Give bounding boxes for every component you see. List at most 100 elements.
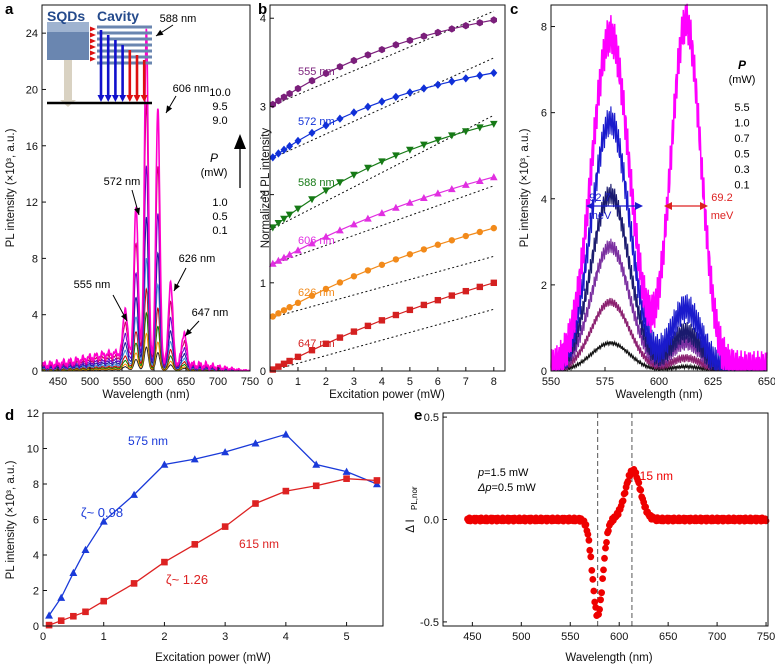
d-xtick-label-5: 5	[344, 631, 350, 643]
marker-572-nm-7	[336, 114, 344, 123]
transfer-arrow-1	[90, 32, 96, 38]
marker-572-nm-14	[434, 80, 442, 89]
marker-d-615-nm-0	[45, 621, 53, 629]
series-label-b-555-nm: 555 nm	[298, 66, 335, 78]
marker-606-nm-2	[280, 253, 288, 261]
panel-a-plot	[41, 28, 251, 372]
d-ytick-label-12: 12	[27, 408, 39, 420]
marker-d-575-nm-2	[69, 568, 78, 576]
emission-arrowhead-3	[119, 95, 127, 102]
data-point-e-136	[597, 596, 604, 604]
marker-626-nm-2	[280, 307, 288, 314]
data-point-e-140	[601, 554, 608, 562]
panel-d-ylabel: PL intensity (×10³, a.u.)	[5, 460, 17, 579]
spectrum-c-5.5	[550, 3, 768, 371]
marker-588-nm-15	[448, 132, 456, 140]
marker-626-nm-16	[462, 232, 470, 240]
marker-606-nm-7	[336, 226, 344, 234]
cavity-levels	[97, 25, 152, 65]
data-point-e-139	[600, 566, 607, 574]
panel-a-xlabel: Wavelength (nm)	[102, 389, 189, 401]
marker-555-nm-17	[476, 19, 483, 27]
data-point-e-121	[582, 521, 590, 529]
peak-label-a-647: 647 nm	[192, 307, 229, 319]
marker-647-nm-14	[434, 296, 442, 304]
data-point-e-135	[596, 606, 603, 613]
marker-626-nm-17	[476, 228, 484, 236]
marker-647-nm-17	[476, 283, 484, 291]
marker-588-nm-16	[462, 128, 470, 136]
marker-d-615-nm-12	[343, 475, 350, 482]
emission-arrowhead-6	[140, 95, 148, 102]
marker-606-nm-17	[476, 176, 484, 184]
data-point-e-141	[602, 544, 609, 552]
data-point-e-126	[587, 553, 595, 561]
marker-d-575-nm-8	[221, 448, 230, 456]
panel-b-ylabel: Normalized PL intensity	[260, 128, 272, 249]
panel-c-ylabel: PL intensity (×10³, a.u.)	[519, 128, 531, 247]
marker-572-nm-2	[280, 145, 288, 154]
marker-d-575-nm-3	[81, 545, 90, 553]
fit-line-606-nm	[269, 185, 494, 266]
spectrum-a-0	[41, 28, 251, 372]
legend-c-value-0: 5.5	[734, 102, 749, 114]
marker-606-nm-9	[364, 214, 372, 222]
legend-a-low-3: 0.1	[212, 225, 227, 237]
panel-e-ylabel: Δ I PL,nor	[405, 486, 419, 533]
fwhm-arrowhead-right-1	[664, 202, 672, 210]
b-xtick-label-8: 8	[491, 376, 497, 388]
data-point-e-124	[585, 536, 593, 544]
marker-d-575-nm-4	[99, 517, 108, 525]
marker-572-nm-4	[294, 136, 302, 146]
marker-d-575-nm-7	[190, 455, 199, 463]
marker-555-nm-1	[275, 97, 282, 105]
marker-d-615-nm-8	[221, 523, 229, 530]
b-xtick-label-2: 2	[323, 376, 329, 388]
emission-arrowhead-1	[104, 95, 112, 102]
d-xtick-label-4: 4	[283, 631, 289, 643]
marker-572-nm-10	[378, 97, 386, 106]
marker-588-nm-2	[280, 215, 288, 223]
b-ytick-label-0: 0	[260, 366, 266, 378]
marker-d-575-nm-9	[251, 439, 260, 447]
marker-572-nm-5	[308, 128, 316, 137]
b-xtick-label-5: 5	[407, 376, 413, 388]
legend-c-value-5: 0.1	[734, 180, 749, 192]
condition-p-symbol: p	[477, 467, 484, 479]
marker-555-nm-4	[294, 84, 302, 93]
data-point-e-159	[619, 497, 627, 505]
series-line-555-nm	[272, 19, 494, 106]
peak-label-a-572: 572 nm	[104, 176, 141, 188]
data-point-e-137	[598, 589, 605, 597]
marker-555-nm-9	[364, 51, 372, 59]
marker-d-575-nm-1	[57, 593, 66, 601]
legend-a-high-3: 9.0	[212, 115, 227, 127]
marker-606-nm-16	[462, 180, 470, 188]
marker-d-615-nm-13	[373, 477, 381, 484]
marker-588-nm-18	[490, 120, 498, 128]
legend-c-value-1: 1.0	[734, 118, 749, 130]
e-xtick-label-550: 550	[561, 631, 579, 643]
condition-dp: Δp=0.5 mW	[477, 482, 536, 494]
marker-555-nm-13	[420, 32, 428, 40]
data-point-e-123	[584, 531, 592, 538]
e-ytick-label-0.5: 0.5	[424, 412, 439, 424]
data-point-e-130	[591, 598, 599, 606]
a-ytick-label-16: 16	[26, 141, 38, 153]
transfer-arrow-3	[90, 44, 96, 50]
c-ytick-label-2: 2	[541, 280, 547, 292]
panel-b-plot	[269, 10, 498, 373]
marker-647-nm-11	[392, 311, 400, 319]
panel-a-ticks: 450 500 550 600 650 700 750 0 4 8 12 16 20 24	[26, 28, 259, 388]
marker-588-nm-0	[269, 224, 277, 232]
data-point-e-142	[603, 539, 610, 546]
marker-555-nm-18	[490, 16, 497, 24]
marker-588-nm-13	[420, 141, 428, 149]
marker-606-nm-6	[322, 232, 330, 240]
marker-d-575-nm-6	[160, 460, 169, 468]
marker-572-nm-9	[364, 102, 372, 111]
panel-c-annotations: 92.7 meV 69.2 meV	[586, 192, 734, 222]
condition-p-value: =1.5 mW	[484, 467, 529, 479]
fwhm-left-value: 92.7	[589, 192, 610, 204]
marker-606-nm-14	[434, 189, 442, 197]
